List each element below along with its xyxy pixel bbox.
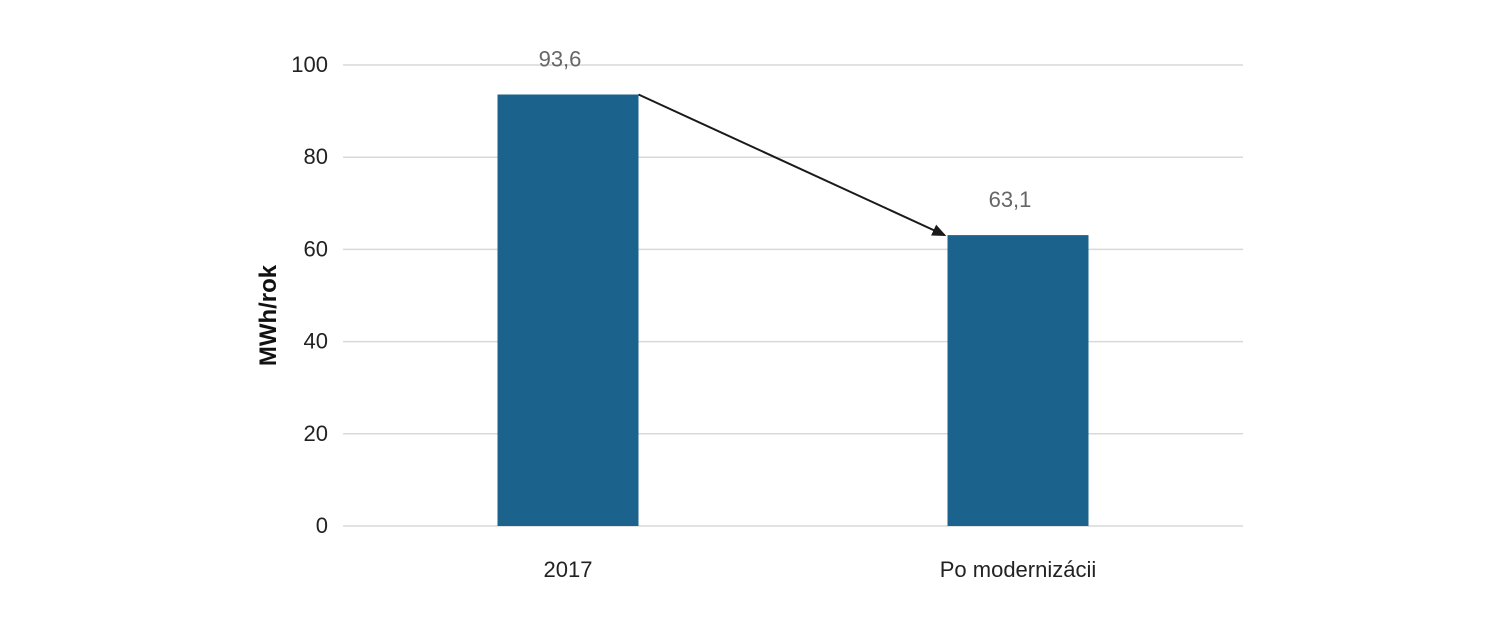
data-labels: 93,6 63,1: [539, 47, 1032, 213]
annotation-arrow: [638, 93, 947, 237]
data-label-1: 63,1: [989, 187, 1032, 212]
data-label-0: 93,6: [539, 47, 582, 72]
x-category-label-1: Po modernizácii: [940, 557, 1097, 582]
x-category-labels: 2017 Po modernizácii: [544, 557, 1097, 582]
y-tick-label-40: 40: [304, 329, 328, 354]
y-tick-label-20: 20: [304, 421, 328, 446]
bar-1: [947, 235, 1089, 526]
bars: [497, 94, 1089, 526]
y-tick-label-0: 0: [316, 513, 328, 538]
x-category-label-0: 2017: [544, 557, 593, 582]
y-tick-label-60: 60: [304, 236, 328, 261]
y-tick-label-80: 80: [304, 144, 328, 169]
y-axis-title: MWh/rok: [255, 264, 282, 366]
y-tick-labels: 0 20 40 60 80 100: [291, 52, 328, 538]
gridlines: [343, 64, 1243, 527]
y-tick-label-100: 100: [291, 52, 328, 77]
bar-0: [497, 94, 639, 526]
trend-arrow: [638, 93, 947, 237]
